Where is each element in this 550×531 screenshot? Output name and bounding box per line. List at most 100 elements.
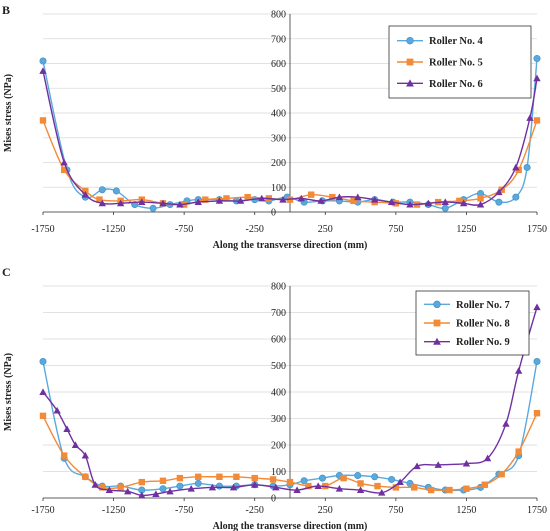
series-line <box>42 412 538 492</box>
data-point <box>82 473 89 480</box>
series-layer <box>39 303 541 499</box>
data-point <box>159 485 167 493</box>
legend: Roller No. 4 Roller No. 5 Roller No. 6 <box>388 25 532 99</box>
x-tick-label: 750 <box>388 224 403 235</box>
data-point <box>483 454 492 462</box>
data-point <box>495 198 503 206</box>
data-point <box>194 198 202 206</box>
data-point <box>208 483 217 491</box>
legend-entry: Roller No. 9 <box>424 337 510 348</box>
data-point <box>514 367 523 374</box>
data-point <box>216 473 223 480</box>
data-point <box>149 204 157 212</box>
data-point <box>98 186 106 194</box>
x-axis-label: Along the transverse direction (mm) <box>213 521 368 531</box>
chart-panel-c: C 0 100 200 300 400 500 600 700 800 -1750 -1250 -7… <box>2 265 547 531</box>
data-point <box>272 483 280 491</box>
y-tick-label: 500 <box>271 84 286 95</box>
data-point <box>112 187 120 195</box>
data-point <box>39 412 47 420</box>
x-tick-label: 250 <box>318 505 333 516</box>
y-tick-labels: 0 100 200 300 400 500 600 700 800 <box>271 282 286 505</box>
panel-label-b: B <box>2 3 10 17</box>
data-point <box>244 193 251 201</box>
series-layer <box>39 55 541 212</box>
data-point <box>39 358 47 366</box>
series-roller-no-8 <box>39 410 541 494</box>
x-tick-label: 1250 <box>456 224 476 235</box>
data-point <box>477 195 484 202</box>
data-point <box>138 198 146 206</box>
data-point <box>176 474 184 482</box>
data-point <box>297 194 305 202</box>
data-point <box>91 481 99 488</box>
x-tick-label: -1750 <box>31 505 54 516</box>
data-point <box>305 482 312 490</box>
data-point <box>81 190 90 198</box>
data-point <box>512 193 520 201</box>
data-point <box>60 166 68 174</box>
data-point <box>215 482 223 490</box>
data-point <box>63 425 71 433</box>
data-point <box>82 187 89 195</box>
data-point <box>502 420 510 427</box>
data-point <box>495 188 503 196</box>
data-point <box>441 198 449 206</box>
data-point <box>459 199 468 207</box>
series-roller-no-6 <box>39 67 541 208</box>
legend-marker <box>433 337 441 345</box>
x-tick-label: 250 <box>318 224 333 235</box>
data-point <box>329 193 336 201</box>
data-point <box>176 482 184 490</box>
data-point <box>187 485 195 492</box>
x-tick-label: -250 <box>246 505 264 516</box>
legend-marker <box>406 58 414 66</box>
x-tick-label: -1250 <box>102 505 125 516</box>
data-point <box>307 191 315 198</box>
data-point <box>317 197 325 204</box>
data-point <box>354 193 362 201</box>
legend-entry: Roller No. 6 <box>397 79 483 90</box>
data-point <box>533 117 541 124</box>
y-tick-label: 200 <box>271 158 286 169</box>
y-tick-label: 0 <box>271 494 276 505</box>
y-tick-label: 400 <box>271 109 286 120</box>
data-point <box>533 303 541 311</box>
series-line <box>42 70 538 206</box>
data-point <box>340 474 347 482</box>
data-point <box>138 491 146 499</box>
legend-entry: Roller No. 8 <box>424 319 510 330</box>
data-point <box>498 470 505 478</box>
data-point <box>71 441 80 448</box>
series-line <box>42 361 538 492</box>
data-point <box>463 485 470 492</box>
data-point <box>99 484 106 491</box>
data-point <box>481 481 488 488</box>
legend-marker <box>433 300 441 309</box>
x-tick-label: -250 <box>246 224 264 235</box>
y-tick-label: 0 <box>271 208 276 219</box>
y-tick-label: 100 <box>271 183 286 194</box>
data-point <box>427 486 435 494</box>
data-point <box>286 478 294 486</box>
data-point <box>223 195 230 202</box>
data-point <box>374 482 381 490</box>
legend-label: Roller No. 7 <box>456 300 510 311</box>
axes <box>42 286 538 501</box>
data-point <box>98 199 106 207</box>
data-point <box>446 486 453 494</box>
data-point <box>159 477 167 484</box>
legend-entry: Roller No. 7 <box>424 300 510 311</box>
data-point <box>392 484 400 491</box>
panel-label-c: C <box>2 265 11 279</box>
y-tick-label: 300 <box>271 414 286 425</box>
data-point <box>117 484 124 491</box>
x-tick-label: 1250 <box>456 505 476 516</box>
data-point <box>269 476 277 483</box>
y-tick-label: 800 <box>271 282 286 293</box>
data-point <box>378 489 386 496</box>
legend-label: Roller No. 9 <box>456 337 510 348</box>
legend-marker <box>406 36 414 45</box>
data-point <box>314 482 322 490</box>
